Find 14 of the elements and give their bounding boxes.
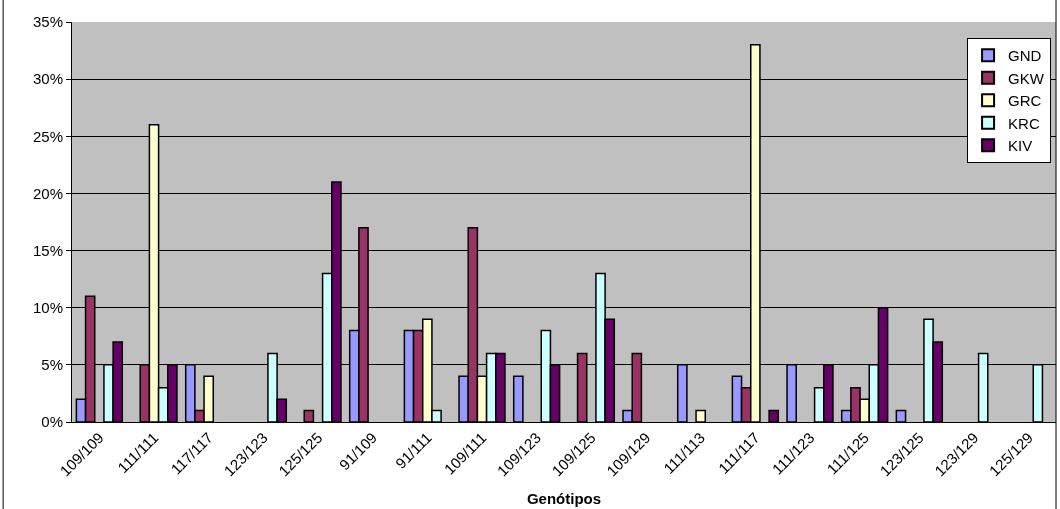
y-tick-label: 10% — [32, 298, 63, 316]
y-tick-label: 35% — [32, 13, 63, 31]
legend-label: KRC — [1008, 114, 1040, 132]
y-tick-label: 30% — [32, 70, 63, 88]
legend-label: KIV — [1008, 137, 1033, 155]
legend-label: GRC — [1008, 92, 1042, 110]
y-tick-label: 15% — [32, 241, 63, 259]
y-tick-label: 0% — [41, 413, 63, 431]
legend-label: GND — [1008, 47, 1042, 65]
y-tick-label: 5% — [41, 356, 63, 374]
y-tick-label: 25% — [32, 127, 63, 145]
legend-label: GKW — [1008, 69, 1045, 87]
y-tick-label: 20% — [32, 184, 63, 202]
x-axis-title: Genótipos — [526, 490, 602, 508]
